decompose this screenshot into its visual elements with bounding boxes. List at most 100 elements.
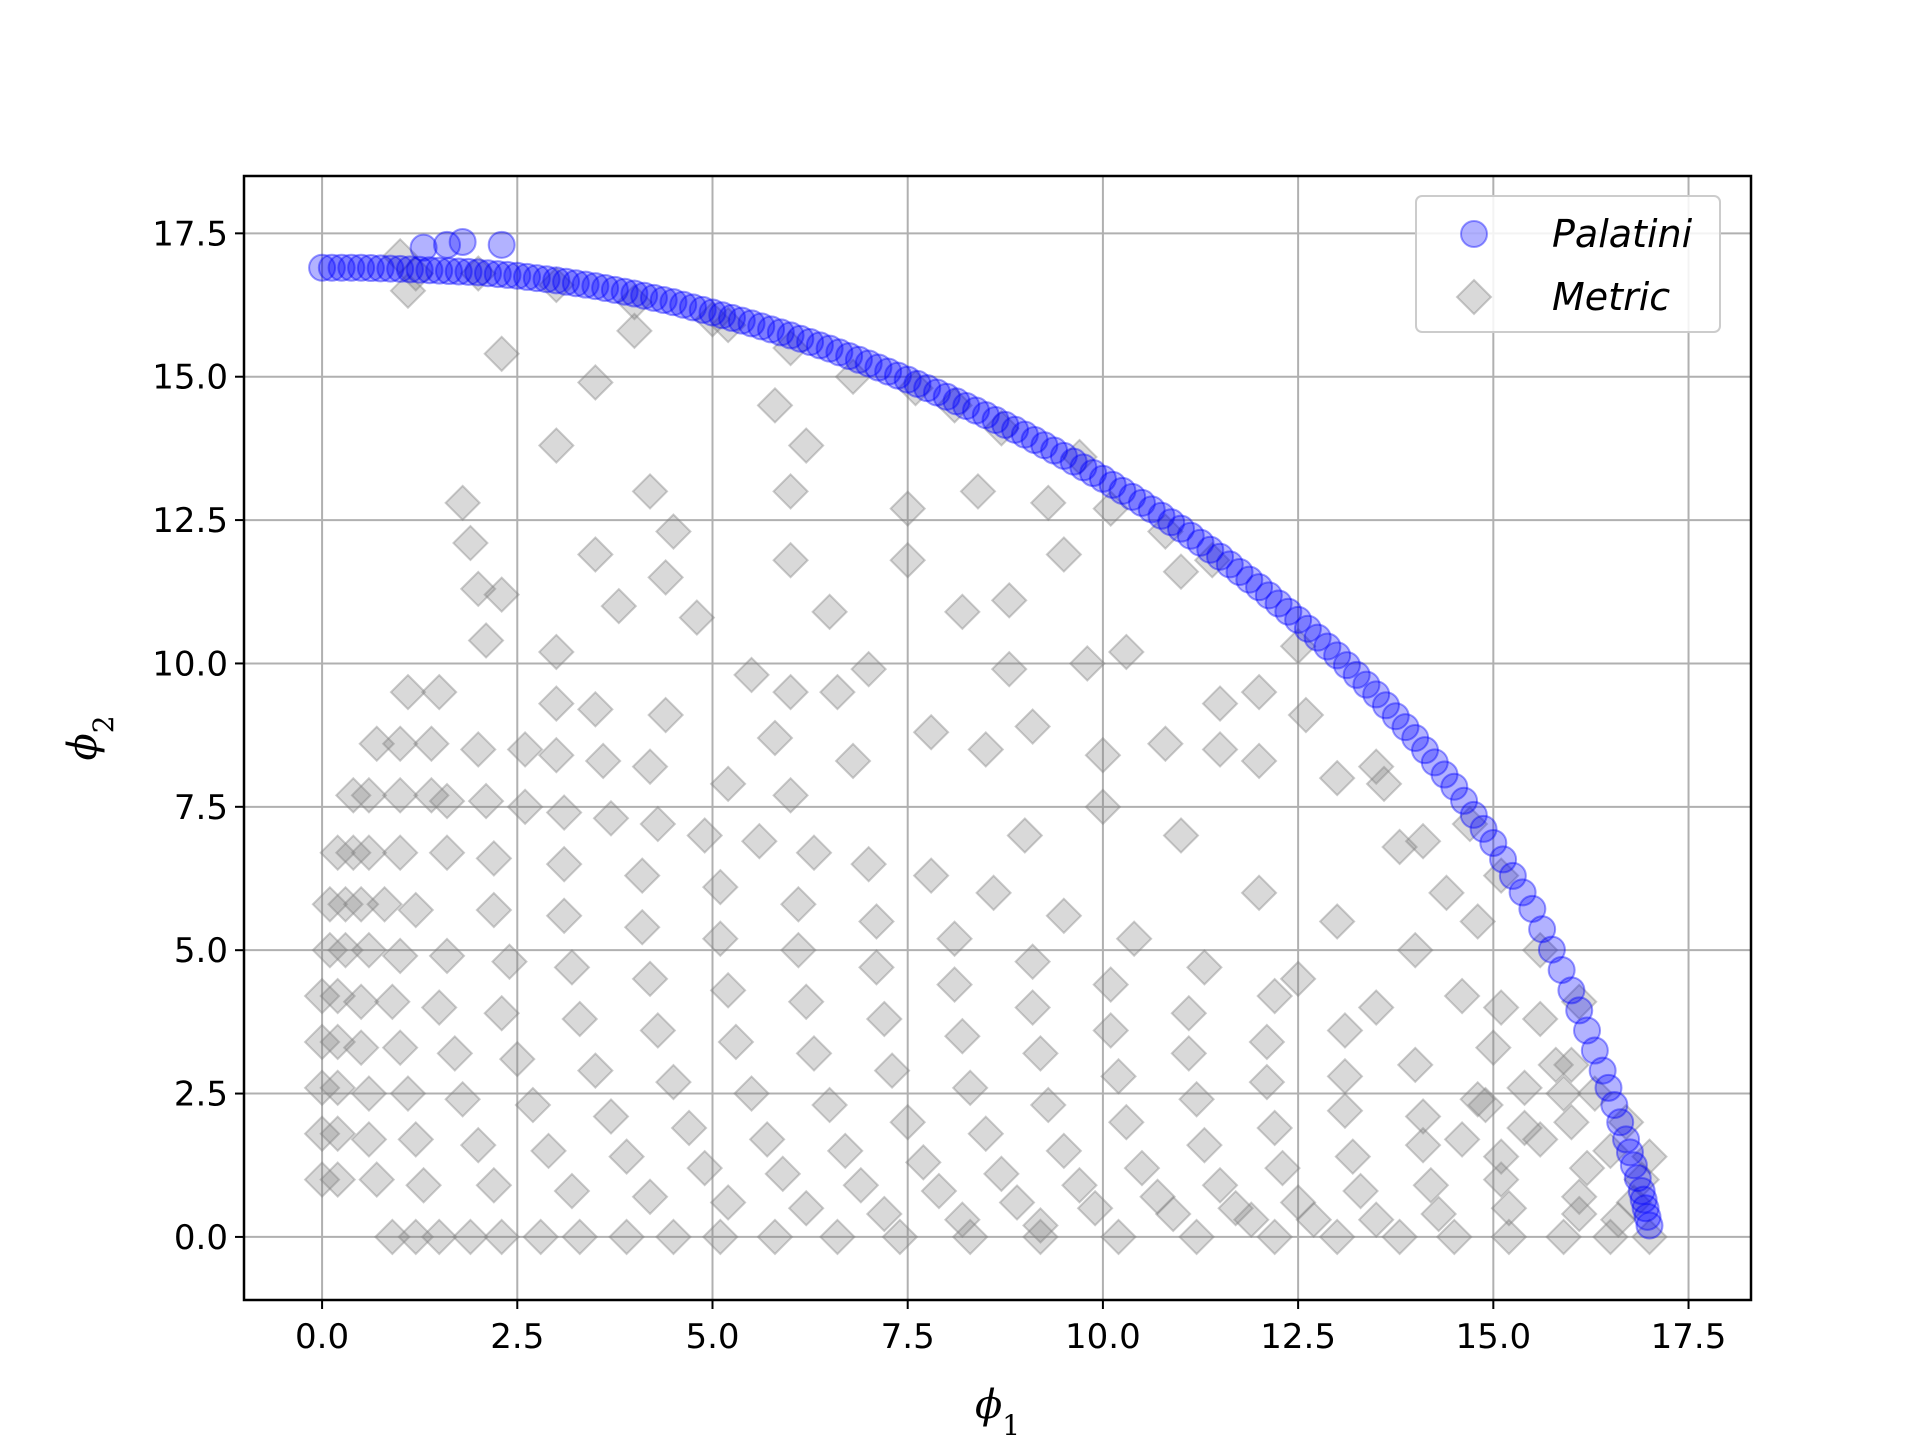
palatini-point [1264,589,1293,618]
metric-point [701,920,739,958]
palatini-point [1430,760,1459,789]
metric-point [1092,966,1130,1004]
metric-point [483,335,521,373]
palatini-point [600,275,629,304]
x-tick-label: 10.0 [1065,1317,1141,1357]
metric-point [444,1080,482,1118]
metric-point [561,1218,599,1256]
metric-point [623,908,661,946]
metric-point [701,868,739,906]
metric-point [342,885,380,923]
metric-point [459,255,497,292]
palatini-point [1069,453,1098,482]
metric-point [811,1086,849,1124]
metric-point [819,673,856,711]
metric-point [537,633,575,671]
palatini-point [688,295,717,324]
metric-point [405,1166,443,1204]
y-tick-label: 0.0 [174,1218,228,1258]
palatini-point [698,298,727,327]
palatini-point [1313,632,1342,661]
metric-point [1615,1184,1653,1221]
palatini-point [1498,861,1527,890]
metric-point [303,1023,341,1061]
palatini-point [883,361,912,390]
metric-point [1248,1063,1286,1101]
palatini-point [1371,691,1400,720]
palatini-point [1079,459,1108,488]
palatini-point [796,328,825,357]
metric-point [943,1017,981,1055]
palatini-point [1088,464,1117,493]
palatini-point [1518,894,1547,923]
metric-point [826,1132,864,1170]
metric-point [600,587,638,625]
palatini-point [571,270,600,299]
palatini-point [474,259,503,288]
palatini-point [1573,1016,1602,1045]
palatini-point [1108,476,1137,505]
palatini-point [1627,1177,1656,1206]
metric-point [608,1138,646,1176]
metric-point [889,490,927,528]
metric-point [545,845,583,883]
metric-point [576,1052,614,1090]
metric-point [709,971,747,1009]
palatini-point [581,272,610,301]
metric-point [1287,696,1325,734]
palatini-point [1040,436,1069,465]
metric-point [1357,1201,1395,1239]
palatini-point [727,306,756,335]
metric-point [459,1126,497,1164]
metric-point [1061,1166,1098,1204]
metric-point [772,541,809,579]
metric-point [1295,1201,1333,1239]
palatini-point [1633,1202,1662,1231]
metric-point [655,513,692,550]
metric-point [1404,1126,1442,1164]
metric-point [920,1172,958,1210]
metric-point [787,1189,825,1227]
metric-point [1482,1138,1520,1176]
palatini-point [1547,955,1576,984]
metric-point [631,748,669,786]
palatini-point [1450,786,1479,815]
metric-point [967,731,1005,768]
metric-point [373,983,411,1021]
metric-point [709,1184,747,1221]
metric-point [1490,1189,1528,1227]
metric-point [1170,994,1208,1032]
metric-point [1186,1126,1223,1164]
metric-point [537,427,575,464]
palatini-point [1166,514,1195,543]
metric-point [1092,490,1130,528]
metric-point [537,685,575,723]
metric-point [1482,989,1520,1026]
metric-point [1357,748,1395,786]
metric-point [1552,1103,1590,1141]
palatini-point [1001,415,1030,444]
metric-point [834,358,872,396]
metric-point [623,857,661,895]
metric-point [1560,1195,1598,1233]
metric-point [709,306,747,344]
metric-point [483,1218,521,1256]
metric-point [350,1075,388,1112]
palatini-point [1557,976,1586,1005]
metric-point [436,1034,474,1072]
metric-point [873,1052,911,1090]
metric-point [1607,1103,1645,1141]
palatini-point [347,253,376,282]
palatini-point [366,254,395,283]
palatini-point [1391,713,1420,742]
palatini-point [376,254,405,283]
x-tick-label: 7.5 [881,1317,935,1357]
y-tick-label: 7.5 [174,788,228,828]
palatini-point [874,357,903,386]
palatini-point [1235,565,1264,594]
metric-point [506,731,544,768]
palatini-point [513,262,542,291]
metric-point [1326,1057,1364,1095]
metric-point [858,903,895,940]
palatini-point [1293,614,1322,643]
